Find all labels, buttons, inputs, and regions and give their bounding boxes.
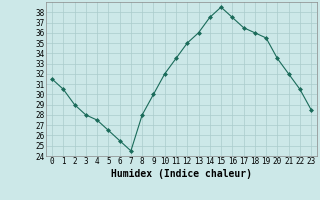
X-axis label: Humidex (Indice chaleur): Humidex (Indice chaleur)	[111, 169, 252, 179]
